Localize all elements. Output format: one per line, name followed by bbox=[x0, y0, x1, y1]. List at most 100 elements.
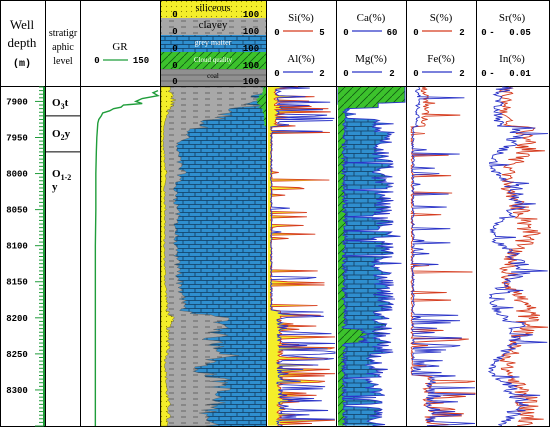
gr-range-min: 0 bbox=[94, 56, 99, 66]
depth-tick-label: 8050 bbox=[6, 206, 28, 216]
strat-unit-main: O bbox=[52, 168, 61, 180]
sr-curve bbox=[498, 86, 549, 427]
s-range-max: 2 bbox=[459, 28, 464, 38]
depth-title-line2: depth bbox=[8, 35, 37, 50]
legend-grey-matter-max: 100 bbox=[243, 44, 259, 54]
depth-tick-label: 8200 bbox=[6, 314, 28, 324]
strat-unit-suffix: t bbox=[65, 97, 69, 109]
in-curve bbox=[487, 86, 549, 427]
mg-range-max: 2 bbox=[389, 69, 394, 79]
depth-tick-label: 7900 bbox=[6, 97, 28, 107]
gr-header: GR 0 150 bbox=[94, 41, 149, 66]
mg-range-min: 0 bbox=[343, 69, 348, 79]
strat-unit-sub: 3 bbox=[61, 102, 65, 111]
in-range-sep: - bbox=[489, 69, 494, 79]
legend-coal-max: 100 bbox=[243, 77, 259, 87]
depth-tick-label: 8250 bbox=[6, 350, 28, 360]
legend-cloud-quality-min: 0 bbox=[172, 61, 177, 71]
legend-siliceous-label: siliceous bbox=[196, 3, 231, 14]
legend-coal-min: 0 bbox=[172, 77, 177, 87]
legend-grey-matter-swatch bbox=[161, 35, 266, 52]
mg-curve bbox=[340, 87, 406, 427]
strat-header: stratigr aphic level bbox=[49, 28, 78, 67]
in-range-max: 0.01 bbox=[509, 69, 531, 79]
strat-unit-main: O bbox=[52, 97, 61, 109]
fe-range-max: 2 bbox=[459, 69, 464, 79]
sr-range-max: 0.05 bbox=[509, 28, 531, 38]
legend-grey-matter-label: grey matter bbox=[195, 38, 232, 47]
strat-unit-sub: 1-2 bbox=[61, 173, 72, 182]
sr-range-sep: - bbox=[489, 28, 494, 38]
lithology-track bbox=[160, 86, 266, 427]
ca-range-max: 60 bbox=[387, 28, 398, 38]
depth-tick-label: 8100 bbox=[6, 242, 28, 252]
cloud-quality-fill bbox=[256, 87, 266, 127]
sr-range-min: 0 bbox=[481, 28, 486, 38]
depth-unit: (m) bbox=[13, 58, 31, 70]
legend-grey-matter-min: 0 bbox=[172, 44, 177, 54]
depth-tick-label: 7950 bbox=[6, 133, 28, 143]
ca-mg-track bbox=[337, 86, 406, 427]
mg-title: Mg(%) bbox=[355, 53, 387, 65]
legend-clayey-swatch bbox=[161, 18, 266, 35]
legend-clayey-min: 0 bbox=[172, 27, 177, 37]
depth-title-line1: Well bbox=[10, 17, 35, 32]
si-title: Si(%) bbox=[288, 12, 314, 24]
siliceous-fill bbox=[160, 86, 177, 427]
depth-axis: 7900 7950 8000 8050 8100 8150 8200 8250 8300 bbox=[6, 86, 45, 427]
al-title: Al(%) bbox=[287, 53, 315, 65]
legend-coal-label: coal bbox=[207, 72, 219, 80]
gr-range-max: 150 bbox=[133, 56, 149, 66]
depth-header: Well depth (m) bbox=[8, 17, 37, 70]
strat-unit-suffix: y bbox=[65, 128, 71, 140]
legend-siliceous-swatch bbox=[161, 1, 266, 18]
legend-siliceous-max: 100 bbox=[243, 10, 259, 20]
strat-header-line1: stratigr bbox=[49, 28, 78, 39]
sr-in-track bbox=[487, 86, 549, 427]
track-headers: Si(%) 0 5 Al(%) 0 2 Ca(%) 0 60 Mg(%) 0 2… bbox=[274, 12, 531, 79]
al-curve bbox=[269, 86, 336, 427]
legend-clayey-label: clayey bbox=[199, 19, 228, 31]
al-range-min: 0 bbox=[274, 69, 279, 79]
gr-curve bbox=[94, 89, 160, 426]
gr-title: GR bbox=[112, 41, 128, 53]
depth-tick-label: 8300 bbox=[6, 386, 28, 396]
fe-range-min: 0 bbox=[413, 69, 418, 79]
strat-unit-suffix: y bbox=[52, 181, 58, 193]
mg-fill bbox=[338, 87, 405, 426]
strat-unit-sub: 2 bbox=[61, 133, 65, 142]
al-range-max: 2 bbox=[319, 69, 324, 79]
depth-tick-label: 8000 bbox=[6, 170, 28, 180]
ca-range-min: 0 bbox=[343, 28, 348, 38]
si-al-track bbox=[268, 86, 336, 427]
s-fe-track bbox=[409, 86, 476, 427]
strat-unit-label: O3t bbox=[52, 97, 69, 111]
ca-curve bbox=[337, 86, 402, 427]
column-dividers bbox=[45, 0, 477, 427]
in-range-min: 0 bbox=[481, 69, 486, 79]
s-title: S(%) bbox=[430, 12, 453, 24]
legend-cloud-quality-swatch bbox=[161, 52, 266, 69]
in-title: In(%) bbox=[499, 53, 525, 65]
fe-curve bbox=[410, 86, 476, 427]
legend-cloud-quality-label: Cloud quality bbox=[194, 56, 233, 64]
depth-tick-label: 8150 bbox=[6, 278, 28, 288]
si-range-min: 0 bbox=[274, 28, 279, 38]
lithology-legend: siliceous 0 100 clayey 0 100 grey matter… bbox=[161, 1, 266, 87]
strat-header-line2: aphic bbox=[52, 42, 74, 53]
legend-coal-swatch bbox=[161, 69, 266, 86]
legend-siliceous-min: 0 bbox=[172, 10, 177, 20]
fe-title: Fe(%) bbox=[427, 53, 455, 65]
legend-cloud-quality-max: 100 bbox=[243, 61, 259, 71]
strat-unit-label: O1-2 bbox=[52, 168, 71, 182]
strat-unit-label: O2y bbox=[52, 128, 71, 142]
s-range-min: 0 bbox=[413, 28, 418, 38]
si-range-max: 5 bbox=[319, 28, 324, 38]
strat-unit-main: O bbox=[52, 128, 61, 140]
strat-header-line3: level bbox=[53, 56, 73, 67]
gr-track bbox=[94, 89, 160, 426]
sr-title: Sr(%) bbox=[499, 12, 526, 24]
ca-title: Ca(%) bbox=[357, 12, 386, 24]
